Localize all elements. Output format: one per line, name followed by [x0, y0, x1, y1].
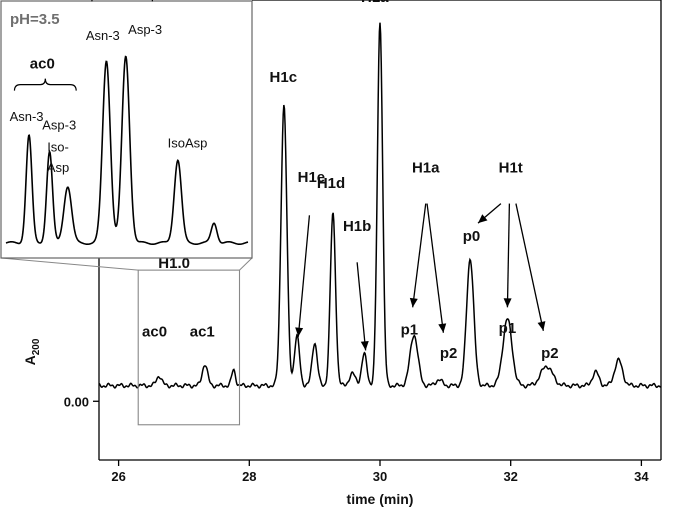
arrow-head — [478, 214, 488, 224]
inset-ph-label: pH=3.5 — [10, 11, 60, 28]
peak-label: H1t — [499, 159, 523, 176]
inset-peak-label: IsoAsp — [168, 136, 208, 151]
main-trace-line — [98, 22, 662, 389]
inset-frame — [0, 0, 253, 259]
peak-label: H1e — [298, 169, 326, 186]
arrow-head — [295, 327, 304, 337]
arrow-head — [409, 297, 418, 308]
inset-peak-label: Asn-3 — [10, 109, 44, 124]
x-tick-label: 30 — [373, 469, 387, 484]
inset-peak-label: Iso- — [47, 140, 69, 155]
peak-label: p2 — [541, 345, 559, 362]
arrow-line — [356, 262, 367, 351]
zoom-region — [0, 257, 253, 426]
arrow-head — [360, 341, 369, 351]
y-tick-label: 0.00 — [64, 394, 89, 409]
peak-label: ac1 — [190, 324, 215, 341]
zoom-connector-left — [0, 257, 139, 271]
peak-label: p0 — [463, 228, 481, 245]
inset-peak-label: Asp-3 — [42, 117, 76, 132]
inset-peak-label: Asp — [47, 160, 69, 175]
inset-trace-line — [5, 55, 249, 246]
x-tick-label: 34 — [634, 469, 649, 484]
y-axis-title: A200 — [22, 338, 42, 365]
arrow-line — [515, 203, 545, 331]
peak-label: p1 — [499, 320, 517, 337]
arrow-line — [412, 203, 427, 308]
peak-label: p1 — [401, 322, 419, 339]
zoom-box — [137, 269, 241, 426]
arrow-line — [297, 215, 311, 337]
arrow-head — [537, 321, 546, 331]
peak-label: H1a — [412, 159, 440, 176]
inset-peak-label: ac0 — [30, 55, 55, 72]
peak-label: ac0 — [142, 324, 167, 341]
inset-panel: pH=3.5 ac1ac0Asn-3Asp-3Asn-3Asp-3Iso-Asp… — [0, 0, 253, 259]
main-trace-group — [98, 22, 662, 389]
arrow-line — [426, 203, 445, 333]
peak-label: H1b — [343, 218, 371, 235]
y-axis-title-sub: 200 — [31, 338, 42, 355]
peak-label: H1c — [270, 69, 298, 86]
peak-label: H1a — [361, 0, 389, 6]
inset-peak-label: Asn-3 — [86, 28, 120, 43]
peak-label: p2 — [440, 345, 458, 362]
y-axis-title-main: A — [22, 355, 38, 365]
peak-label: H1.0 — [158, 255, 190, 272]
inset-peak-label: Asp-3 — [128, 22, 162, 37]
zoom-connector-right — [239, 257, 253, 271]
x-tick-label: 32 — [503, 469, 517, 484]
peak-label: H1d — [317, 175, 345, 192]
arrow-head — [438, 323, 447, 333]
inset-trace-group — [5, 55, 249, 246]
arrow-line — [506, 203, 511, 308]
x-tick-label: 28 — [242, 469, 256, 484]
group-brace — [13, 78, 77, 91]
arrow-head — [503, 298, 512, 308]
x-tick-label: 26 — [111, 469, 125, 484]
x-axis-title: time (min) — [347, 491, 414, 507]
